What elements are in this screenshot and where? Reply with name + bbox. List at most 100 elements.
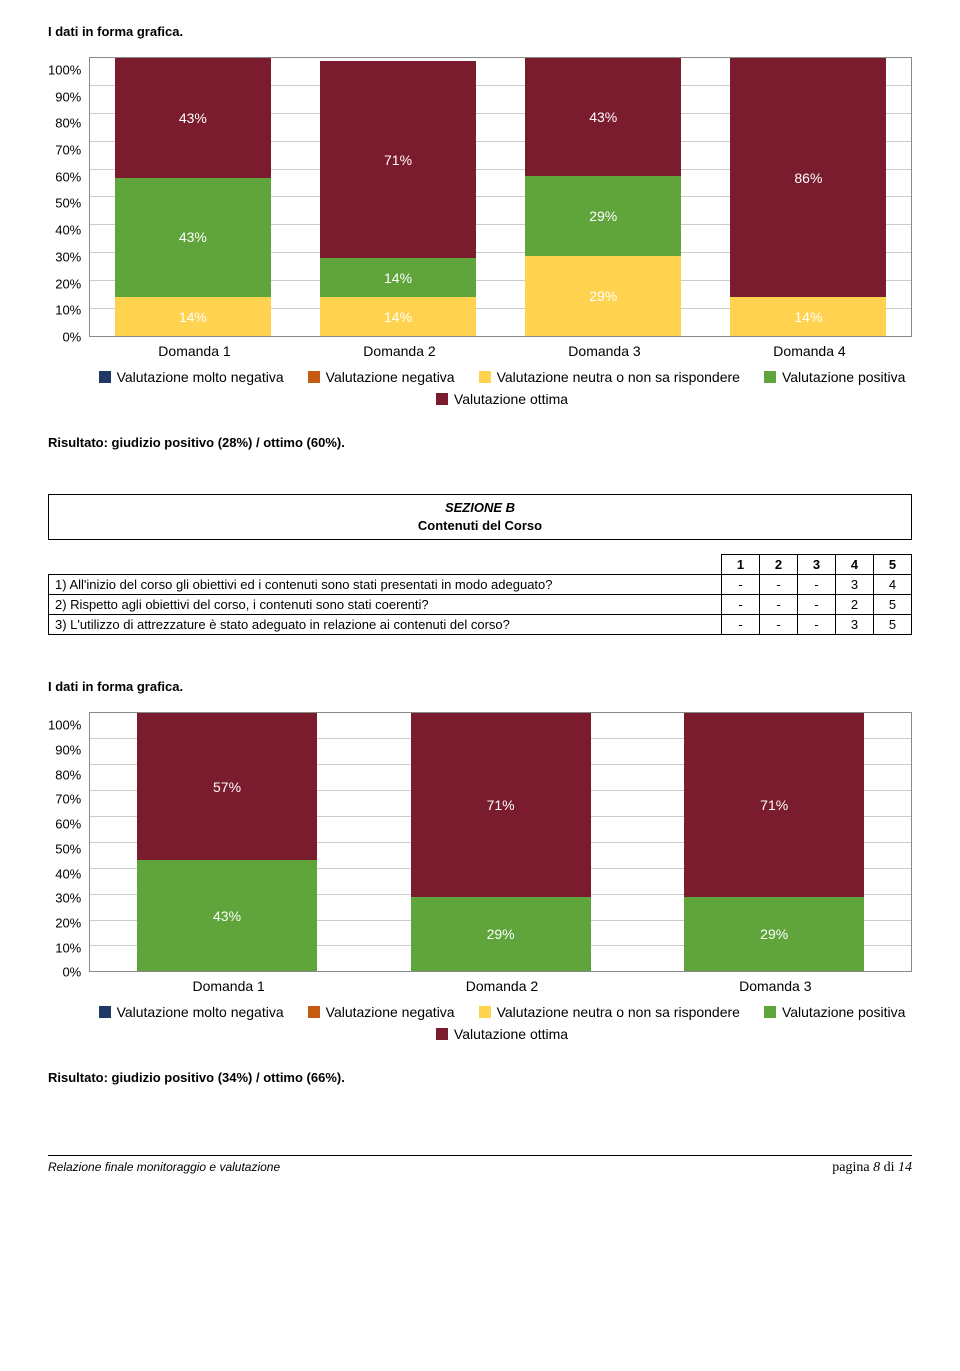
value-cell: - [722,595,760,615]
legend-label: Valutazione negativa [326,369,455,385]
question-cell: 3) L'utilizzo di attrezzature è stato ad… [49,615,722,635]
legend-item: Valutazione negativa [308,369,455,385]
section-b-line2: Contenuti del Corso [57,517,903,535]
legend-swatch [308,371,320,383]
y-tick: 70% [55,144,81,157]
legend-item: Valutazione positiva [764,1004,905,1020]
bar-column: 14%14%71% [320,58,476,336]
y-tick: 40% [55,224,81,237]
th-2: 2 [760,555,798,575]
y-tick: 10% [55,941,81,954]
x-label: Domanda 1 [139,978,319,994]
value-cell: - [798,595,836,615]
legend-swatch [479,1006,491,1018]
bar-segment: 14% [730,297,886,336]
bar-column: 43%57% [137,713,317,971]
y-tick: 60% [55,170,81,183]
bar-segment: 43% [115,178,271,298]
y-tick: 10% [55,304,81,317]
legend-item: Valutazione ottima [436,1026,568,1042]
y-tick: 90% [55,90,81,103]
bar-column: 14%43%43% [115,58,271,336]
value-cell: - [798,615,836,635]
x-label: Domanda 2 [412,978,592,994]
y-tick: 40% [55,867,81,880]
legend-label: Valutazione neutra o non sa rispondere [497,369,740,385]
legend-item: Valutazione neutra o non sa rispondere [479,1004,740,1020]
bar-segment: 29% [684,897,864,972]
footer-page: pagina 8 di 14 [832,1160,912,1176]
y-tick: 0% [62,966,81,979]
bar-column: 29%71% [411,713,591,971]
bar-segment: 43% [137,860,317,971]
legend-swatch [764,371,776,383]
footer-total: 14 [898,1160,912,1175]
bar-segment: 43% [115,58,271,178]
x-label: Domanda 4 [732,343,888,359]
legend-label: Valutazione ottima [454,391,568,407]
legend-label: Valutazione molto negativa [117,369,284,385]
y-tick: 30% [55,892,81,905]
value-cell: - [722,575,760,595]
th-5: 5 [874,555,912,575]
y-tick: 20% [55,277,81,290]
bar-segment: 71% [411,713,591,896]
legend-swatch [99,371,111,383]
chart2-y-axis: 0%10%20%30%40%50%60%70%80%90%100% [48,712,89,972]
legend-swatch [99,1006,111,1018]
result1-text: Risultato: giudizio positivo (28%) / ott… [48,435,912,450]
value-cell: 4 [874,575,912,595]
value-cell: - [798,575,836,595]
value-cell: 3 [836,615,874,635]
legend-swatch [764,1006,776,1018]
y-tick: 30% [55,250,81,263]
x-label: Domanda 3 [527,343,683,359]
legend-label: Valutazione positiva [782,369,905,385]
x-label: Domanda 2 [322,343,478,359]
legend-item: Valutazione ottima [436,391,568,407]
y-tick: 100% [48,719,81,732]
chart1-plot: 14%43%43%14%14%71%29%29%43%14%86% [89,57,912,337]
section-b-line1: SEZIONE B [57,499,903,517]
legend-label: Valutazione positiva [782,1004,905,1020]
section-b-header: SEZIONE B Contenuti del Corso [48,494,912,540]
legend-swatch [479,371,491,383]
th-3: 3 [798,555,836,575]
value-cell: 3 [836,575,874,595]
y-tick: 90% [55,744,81,757]
y-tick: 50% [55,842,81,855]
x-label: Domanda 3 [685,978,865,994]
table-row: 3) L'utilizzo di attrezzature è stato ad… [49,615,912,635]
legend-swatch [436,393,448,405]
y-tick: 80% [55,768,81,781]
value-cell: 5 [874,595,912,615]
value-cell: - [760,615,798,635]
legend-item: Valutazione neutra o non sa rispondere [479,369,740,385]
bar-segment: 29% [411,897,591,972]
chart1-legend: Valutazione molto negativa Valutazione ne… [48,369,912,407]
y-tick: 20% [55,916,81,929]
y-tick: 80% [55,117,81,130]
value-cell: - [722,615,760,635]
chart1-heading: I dati in forma grafica. [48,24,912,39]
bar-segment: 71% [320,61,476,258]
question-cell: 2) Rispetto agli obiettivi del corso, i … [49,595,722,615]
bar-column: 29%71% [684,713,864,971]
page-footer: Relazione finale monitoraggio e valutazi… [48,1155,912,1176]
value-cell: - [760,595,798,615]
y-tick: 70% [55,793,81,806]
footer-left: Relazione finale monitoraggio e valutazi… [48,1160,280,1176]
legend-item: Valutazione molto negativa [99,369,284,385]
legend-label: Valutazione neutra o non sa rispondere [497,1004,740,1020]
y-tick: 60% [55,818,81,831]
legend-item: Valutazione negativa [308,1004,455,1020]
legend-swatch [436,1028,448,1040]
th-1: 1 [722,555,760,575]
legend-label: Valutazione negativa [326,1004,455,1020]
chart1-y-axis: 0%10%20%30%40%50%60%70%80%90%100% [48,57,89,337]
legend-swatch [308,1006,320,1018]
section-b-table: 1 2 3 4 5 1) All'inizio del corso gli ob… [48,554,912,635]
result2-text: Risultato: giudizio positivo (34%) / ott… [48,1070,912,1085]
bar-column: 14%86% [730,58,886,336]
y-tick: 0% [62,330,81,343]
